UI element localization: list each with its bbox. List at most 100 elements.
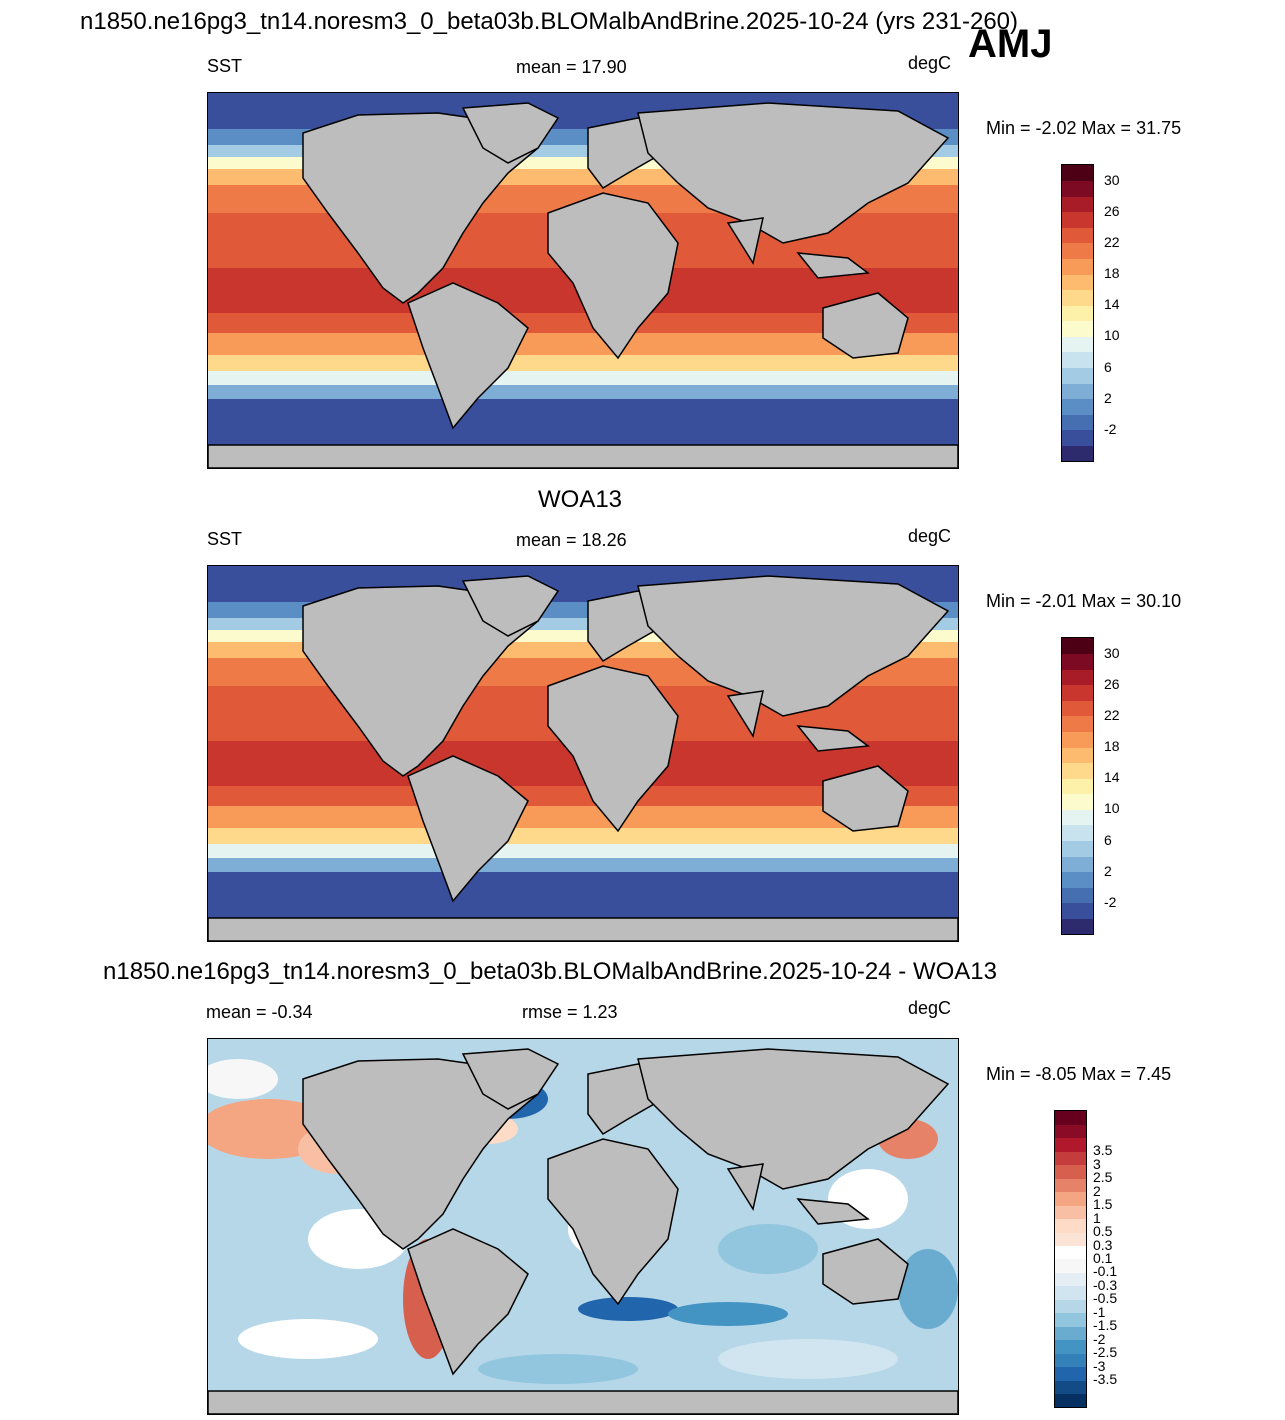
colorbar-tick-label: 26 <box>1104 202 1120 219</box>
rmse-label: rmse = 1.23 <box>522 1002 618 1022</box>
land-mass <box>461 1048 560 1110</box>
land-mass <box>822 1238 909 1305</box>
colorbar-swatch <box>1055 1205 1086 1220</box>
colorbar-swatch <box>1062 653 1093 670</box>
land-mass <box>547 665 679 833</box>
land-mass <box>637 1048 950 1190</box>
colorbar-tick-label: -0.5 <box>1093 1290 1118 1307</box>
colorbar-swatch <box>1062 180 1093 197</box>
colorbar-swatch <box>1062 747 1093 764</box>
colorbar-swatch <box>1055 1353 1086 1368</box>
colorbar-swatch <box>1062 762 1093 779</box>
anomaly-region <box>578 1297 678 1321</box>
colorbar-tick-label: -0.3 <box>1093 1276 1118 1293</box>
units-label: degC <box>908 53 952 73</box>
mean-label: mean = -0.34 <box>206 1002 313 1022</box>
temperature-band <box>208 828 958 844</box>
colorbar-swatch <box>1062 715 1093 732</box>
anomaly-region <box>478 1354 638 1384</box>
land-mass <box>796 725 870 752</box>
colorbar-tick-label: 3 <box>1093 1155 1101 1172</box>
temperature-band <box>208 385 958 399</box>
temperature-band <box>208 858 958 872</box>
colorbar-swatch <box>1062 778 1093 795</box>
colorbar-tick-label: 26 <box>1104 675 1120 692</box>
colorbar-swatch <box>1055 1326 1086 1341</box>
colorbar-swatch <box>1062 887 1093 904</box>
panel-title: n1850.ne16pg3_tn14.noresm3_0_beta03b.BLO… <box>103 958 997 985</box>
mean-label: mean = 18.26 <box>516 530 627 550</box>
map-plot <box>207 565 959 942</box>
colorbar-tick-label: 10 <box>1104 800 1120 817</box>
land-mass <box>726 690 764 738</box>
colorbar-swatch <box>1055 1259 1086 1273</box>
map-svg <box>208 93 958 468</box>
colorbar-tick-label: 18 <box>1104 265 1120 282</box>
temperature-band <box>208 806 958 828</box>
temperature-band <box>208 355 958 371</box>
colorbar-swatch <box>1062 871 1093 888</box>
colorbar <box>1054 1110 1087 1408</box>
colorbar-swatch <box>1062 824 1093 842</box>
colorbar-tick-label: 10 <box>1104 327 1120 344</box>
colorbar-swatch <box>1062 336 1093 353</box>
colorbar-tick-label: -3.5 <box>1093 1371 1118 1388</box>
colorbar-swatch <box>1062 274 1093 291</box>
colorbar-swatch <box>1055 1151 1086 1166</box>
colorbar-swatch <box>1055 1245 1086 1260</box>
units-label: degC <box>908 526 952 546</box>
colorbar-tick-label: 22 <box>1104 706 1120 723</box>
colorbar-swatch <box>1062 902 1093 919</box>
colorbar-swatch <box>1062 351 1093 369</box>
temperature-band <box>208 786 958 806</box>
mean-label: mean = 17.90 <box>516 57 627 77</box>
colorbar-tick-label: 30 <box>1104 171 1120 188</box>
anomaly-region <box>208 1059 278 1099</box>
anomaly-region <box>238 1319 378 1359</box>
colorbar-tick-label: 2 <box>1104 862 1112 879</box>
colorbar-tick-label: 0.3 <box>1093 1236 1113 1253</box>
colorbar-tick-label: 2 <box>1093 1182 1101 1199</box>
colorbar-swatch <box>1055 1312 1086 1327</box>
colorbar-swatch <box>1062 196 1093 213</box>
colorbar-swatch <box>1062 856 1093 873</box>
colorbar-swatch <box>1062 289 1093 306</box>
colorbar-swatch <box>1062 305 1093 322</box>
colorbar-swatch <box>1055 1366 1086 1381</box>
colorbar-swatch <box>1062 165 1093 182</box>
colorbar-swatch <box>1055 1272 1086 1287</box>
colorbar-swatch <box>1062 211 1093 228</box>
colorbar-tick-label: 22 <box>1104 233 1120 250</box>
colorbar-tick-label: -2 <box>1093 1330 1106 1347</box>
panel-title: n1850.ne16pg3_tn14.noresm3_0_beta03b.BLO… <box>80 8 1019 35</box>
colorbar-swatch <box>1055 1232 1086 1247</box>
colorbar-swatch <box>1062 320 1093 337</box>
colorbar-tick-label: 30 <box>1104 644 1120 661</box>
map-plot <box>207 92 959 469</box>
land-mass <box>637 102 950 244</box>
colorbar-swatch <box>1062 398 1093 415</box>
colorbar-tick-label: -2 <box>1104 420 1117 437</box>
colorbar-tick-label: 14 <box>1104 296 1120 313</box>
temperature-band <box>208 371 958 385</box>
colorbar-tick-label: 0.5 <box>1093 1223 1113 1240</box>
land-mass <box>407 282 529 430</box>
min-max-label: Min = -8.05 Max = 7.45 <box>986 1064 1172 1084</box>
colorbar-tick-label: -3 <box>1093 1357 1106 1374</box>
land-mass <box>407 1228 529 1376</box>
colorbar-swatch <box>1055 1178 1086 1193</box>
colorbar-tick-label: 0.1 <box>1093 1250 1113 1266</box>
colorbar-tick-label: -0.1 <box>1093 1263 1118 1280</box>
land-mass <box>461 102 560 164</box>
colorbar-swatch <box>1062 731 1093 748</box>
colorbar-swatch <box>1062 840 1093 857</box>
land-mass <box>461 575 560 637</box>
units-label: degC <box>908 998 952 1018</box>
land-mass <box>796 252 870 279</box>
land-mass <box>822 292 909 359</box>
colorbar-swatch <box>1055 1111 1086 1125</box>
anomaly-region <box>718 1339 898 1379</box>
colorbar-swatch <box>1062 809 1093 826</box>
land-mass <box>208 1390 958 1414</box>
colorbar-swatch <box>1062 383 1093 400</box>
